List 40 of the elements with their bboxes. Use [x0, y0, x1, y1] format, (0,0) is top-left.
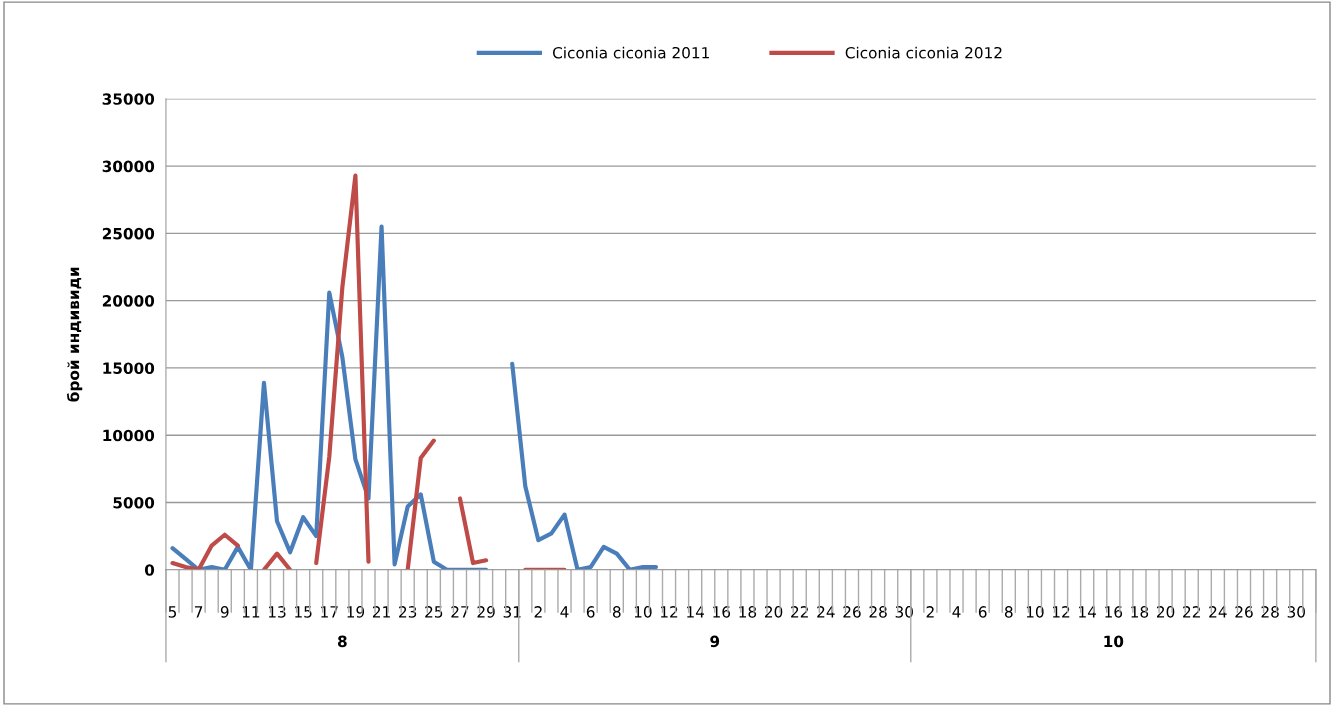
y-tick-label: 30000 — [102, 160, 155, 173]
x-tick-label: 4 — [952, 606, 961, 618]
x-tick-label: 18 — [1131, 606, 1149, 618]
x-tick-label: 2 — [534, 606, 542, 618]
y-axis-title: брой индивиди — [66, 267, 83, 402]
x-tick-label: 11 — [242, 606, 260, 618]
x-tick-label: 8 — [1004, 606, 1013, 618]
x-tick-label: 6 — [586, 606, 595, 618]
x-tick-label: 5 — [168, 606, 177, 618]
y-tick-label: 10000 — [103, 429, 155, 442]
x-tick-label: 23 — [399, 606, 417, 618]
x-tick-label: 7 — [195, 606, 203, 618]
x-tick-label: 31 — [503, 606, 521, 618]
text: 9 — [710, 635, 720, 648]
legend-label: Ciconia ciconia 2011 — [552, 46, 709, 59]
x-tick-label: 20 — [1156, 606, 1175, 618]
y-tick-label: 20000 — [102, 295, 155, 307]
x-tick-label: 19 — [347, 606, 365, 618]
x-tick-label: 6 — [978, 606, 987, 618]
x-tick-label: 4 — [560, 606, 569, 618]
x-tick-label: 16 — [1105, 606, 1123, 618]
x-tick-label: 2 — [926, 606, 934, 618]
x-tick-label: 8 — [612, 606, 621, 618]
x-tick-label: 22 — [791, 606, 808, 618]
x-tick-label: 17 — [321, 606, 338, 618]
x-tick-label: 22 — [1183, 606, 1200, 618]
y-tick-label: 35000 — [102, 93, 155, 105]
x-tick-label: 18 — [739, 606, 757, 618]
legend-label: Ciconia ciconia 2012 — [845, 46, 1002, 59]
text: 8 — [337, 635, 347, 648]
x-tick-label: 20 — [764, 606, 783, 618]
x-tick-label: 9 — [220, 606, 229, 618]
x-tick-label: 16 — [713, 606, 731, 618]
text: 10 — [1104, 635, 1124, 648]
x-tick-label: 21 — [372, 606, 390, 618]
y-tick-label: 15000 — [103, 362, 155, 374]
y-tick-label: 0 — [144, 564, 155, 576]
y-tick-label: 25000 — [102, 227, 155, 240]
y-tick-label: 5000 — [113, 496, 155, 509]
x-tick-label: 30 — [1287, 606, 1305, 618]
